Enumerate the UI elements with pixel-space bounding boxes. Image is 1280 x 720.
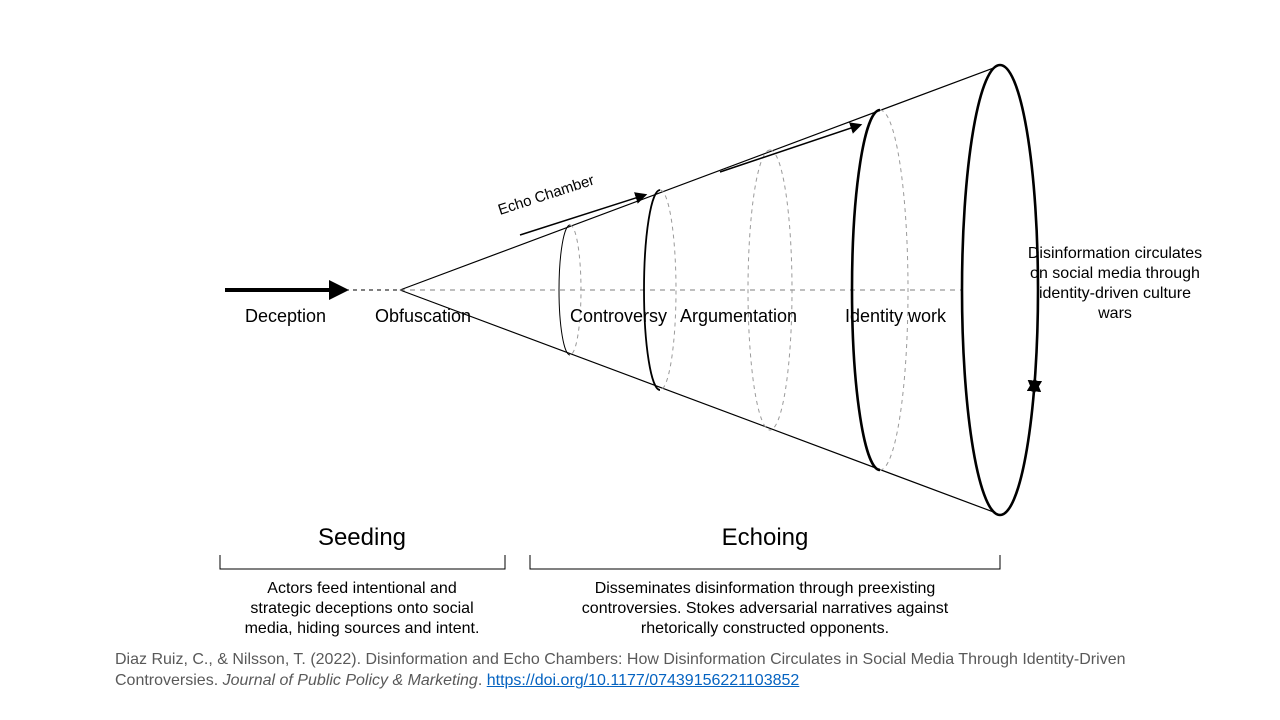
svg-text:Obfuscation: Obfuscation	[375, 306, 471, 326]
svg-text:Echoing: Echoing	[722, 524, 809, 551]
svg-text:Disseminates disinformation th: Disseminates disinformation through pree…	[582, 580, 949, 637]
svg-text:Seeding: Seeding	[318, 524, 406, 551]
citation-link[interactable]: https://doi.org/10.1177/0743915622110385…	[487, 672, 800, 689]
echo-chamber-label: Echo Chamber	[496, 172, 596, 219]
svg-text:Deception: Deception	[245, 306, 326, 326]
svg-text:Echo Chamber: Echo Chamber	[496, 172, 596, 219]
stage-labels: Deception Obfuscation Controversy Argumenta…	[245, 306, 947, 326]
diagram-arrows	[225, 65, 1038, 470]
svg-text:Argumentation: Argumentation	[680, 306, 797, 326]
disinformation-cone-diagram: Deception Obfuscation Controversy Argumenta…	[0, 0, 1280, 720]
svg-text:Actors feed intentional andstr: Actors feed intentional andstrategic dec…	[245, 580, 480, 637]
svg-text:Identity work: Identity work	[845, 306, 947, 326]
citation-text: Diaz Ruiz, C., & Nilsson, T. (2022). Dis…	[115, 649, 1165, 692]
citation-journal: Journal of Public Policy & Marketing	[223, 672, 478, 689]
svg-text:Controversy: Controversy	[570, 306, 667, 326]
outcome-text: Disinformation circulateson social media…	[1028, 245, 1202, 322]
citation-suffix: .	[478, 672, 487, 689]
section-brackets: Seeding Actors feed intentional andstrate…	[220, 524, 1000, 637]
svg-text:Disinformation circulateson so: Disinformation circulateson social media…	[1028, 245, 1202, 322]
cone-outline	[400, 65, 1038, 515]
